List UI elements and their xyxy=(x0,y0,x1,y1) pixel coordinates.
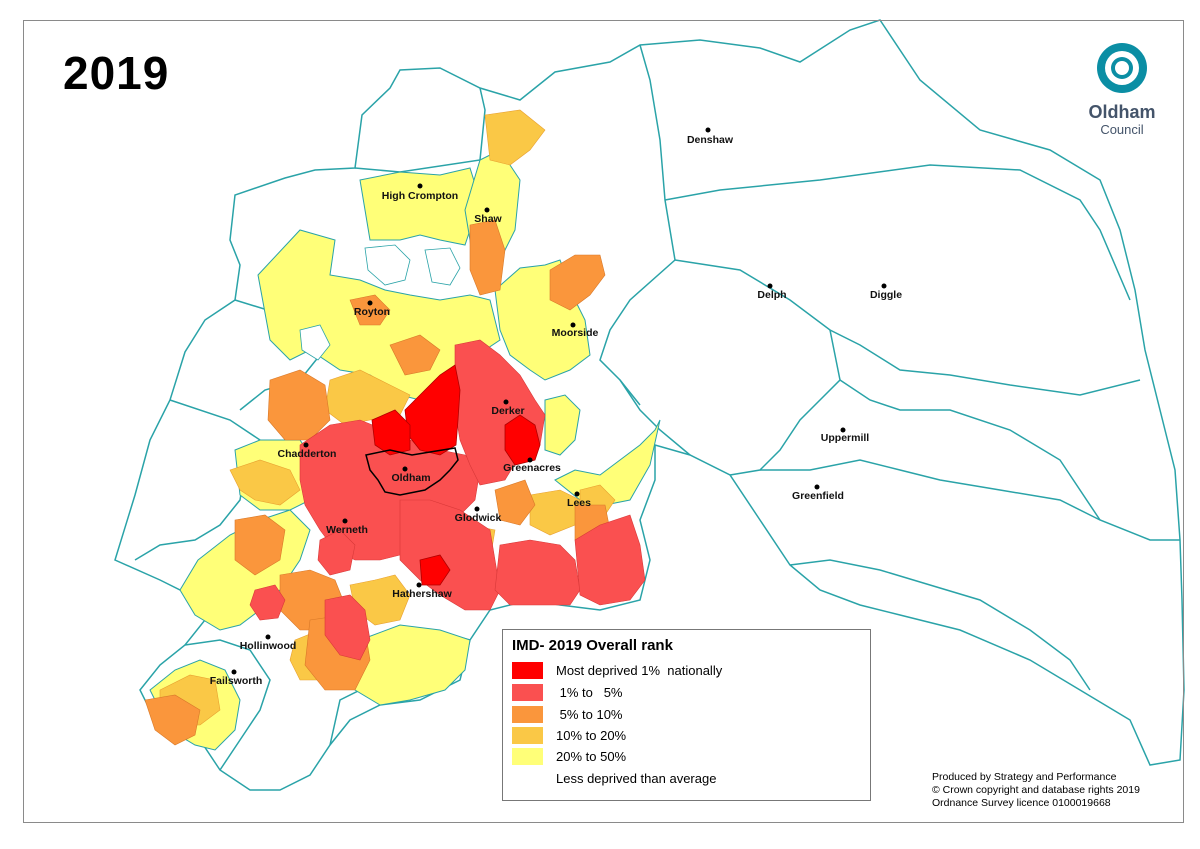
place-label-werneth: Werneth xyxy=(326,524,368,536)
place-label-moorside: Moorside xyxy=(551,327,599,339)
legend-label: Less deprived than average xyxy=(556,771,717,786)
legend-label: 5% to 10% xyxy=(556,707,623,722)
legend-item: 20% to 50% xyxy=(512,747,626,766)
place-label-oldham: Oldham xyxy=(391,472,431,484)
band-most-deprived xyxy=(371,364,541,586)
place-marker xyxy=(840,427,846,433)
place-label-royton: Royton xyxy=(353,306,391,318)
legend-label: 10% to 20% xyxy=(556,728,627,743)
place-label-delph: Delph xyxy=(757,289,787,301)
place-marker xyxy=(484,207,490,213)
legend-item: 1% to 5% xyxy=(512,683,622,702)
legend-swatch xyxy=(512,727,543,744)
map-frame xyxy=(23,20,1184,823)
credits-line: Produced by Strategy and Performance xyxy=(932,771,1117,783)
place-label-derker: Derker xyxy=(491,405,525,417)
place-marker xyxy=(474,506,480,512)
legend-swatch xyxy=(512,748,543,765)
logo-subtitle: Council xyxy=(1100,122,1144,137)
place-marker xyxy=(402,466,408,472)
credits-line: © Crown copyright and database rights 20… xyxy=(932,784,1140,796)
place-marker xyxy=(265,634,271,640)
place-label-hathershaw: Hathershaw xyxy=(392,588,452,600)
place-label-lees: Lees xyxy=(567,497,591,509)
legend-label: Most deprived 1% nationally xyxy=(556,663,723,678)
place-label-failsworth: Failsworth xyxy=(209,675,263,687)
place-marker xyxy=(367,300,373,306)
legend-swatch xyxy=(512,662,543,679)
logo-name: Oldham xyxy=(1088,102,1156,122)
place-label-hollinwood: Hollinwood xyxy=(239,640,297,652)
place-label-greenfield: Greenfield xyxy=(792,490,844,502)
place-label-diggle: Diggle xyxy=(869,289,903,301)
town-centre-outline xyxy=(365,447,459,496)
place-marker xyxy=(342,518,348,524)
legend-item: Less deprived than average xyxy=(512,769,716,788)
legend-swatch xyxy=(512,684,543,701)
place-label-greenacres: Greenacres xyxy=(503,462,561,474)
map-year-title: 2019 xyxy=(63,47,170,99)
place-marker xyxy=(503,399,509,405)
legend-swatch xyxy=(512,706,543,723)
place-label-denshaw: Denshaw xyxy=(686,134,734,146)
band-1-5 xyxy=(249,339,646,661)
legend-item: 5% to 10% xyxy=(512,705,623,724)
place-label-high-crompton: High Crompton xyxy=(381,190,459,202)
place-label-chadderton: Chadderton xyxy=(277,448,337,460)
legend-label: 1% to 5% xyxy=(556,685,623,700)
place-marker xyxy=(705,127,711,133)
legend-label: 20% to 50% xyxy=(556,749,627,764)
place-marker xyxy=(881,283,887,289)
credits-line: Ordnance Survey licence 0100019668 xyxy=(932,797,1111,809)
band-5-10 xyxy=(144,219,611,746)
less-deprived-areas xyxy=(299,244,461,361)
place-marker xyxy=(767,283,773,289)
legend-item: Most deprived 1% nationally xyxy=(512,661,722,680)
place-marker xyxy=(570,322,576,328)
map-credits: Produced by Strategy and Performance © C… xyxy=(932,771,1140,810)
council-logo: Oldham Council xyxy=(1072,40,1172,140)
legend-item: 10% to 20% xyxy=(512,726,626,745)
legend-title: IMD- 2019 Overall rank xyxy=(512,637,673,654)
place-label-glodwick: Glodwick xyxy=(454,512,502,524)
map-legend: IMD- 2019 Overall rank Most deprived 1% … xyxy=(502,629,871,801)
place-marker xyxy=(417,183,423,189)
place-marker xyxy=(814,484,820,490)
place-marker xyxy=(574,491,580,497)
place-marker xyxy=(231,669,237,675)
place-marker xyxy=(416,582,422,588)
place-label-uppermill: Uppermill xyxy=(820,432,870,444)
logo-ring-icon xyxy=(1097,43,1147,93)
place-marker xyxy=(527,457,533,463)
legend-swatch xyxy=(512,770,543,787)
place-label-shaw: Shaw xyxy=(474,213,502,225)
place-marker xyxy=(303,442,309,448)
